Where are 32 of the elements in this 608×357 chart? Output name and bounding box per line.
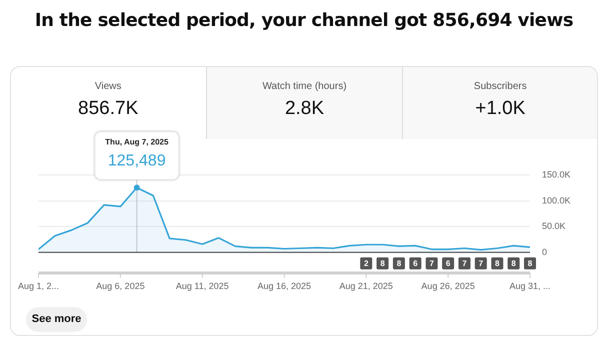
annotation: 7 (429, 259, 434, 268)
x-tick-label: Aug 6, 2025 (96, 280, 145, 291)
annotation: 2 (364, 259, 369, 268)
x-tick-label: Aug 26, 2025 (421, 280, 475, 291)
annotation: 6 (413, 259, 418, 268)
annotation: 8 (511, 259, 516, 268)
annotation: 7 (478, 259, 484, 268)
category-label: Subscribers (472, 81, 528, 92)
x-tick-label: Aug 16, 2025 (257, 280, 312, 291)
x-tick-label: Aug 1, 2... (18, 280, 60, 291)
x-tick-label: Aug 21, 2025 (339, 280, 393, 291)
annotation: 7 (462, 259, 468, 268)
x-tick-label: Aug 31, ... (509, 280, 551, 291)
y-tick-label: 0 (542, 246, 548, 257)
text: See more (26, 307, 87, 332)
text: +1.0K (475, 98, 526, 119)
annotation: 8 (528, 259, 533, 268)
category-label: Watch time (hours) (261, 81, 348, 92)
y-tick-label: 50.0K (542, 221, 566, 232)
text: 2.8K (284, 98, 324, 119)
text: 856.7K (78, 98, 138, 119)
y-tick-label: 100.0K (542, 195, 571, 206)
y-tick-label: 150.0K (542, 169, 571, 180)
text: 125,489 (108, 152, 166, 170)
text: In the selected period, your channel got 856,694 views (34, 10, 574, 31)
annotation: 8 (396, 259, 402, 268)
category-label: Views (94, 81, 122, 92)
text: Thu, Aug 7, 2025 (105, 138, 169, 147)
x-tick-label: Aug 11, 2025 (176, 280, 229, 291)
annotation: 8 (380, 259, 386, 268)
annotation: 6 (446, 259, 451, 268)
annotation: 8 (495, 259, 500, 268)
